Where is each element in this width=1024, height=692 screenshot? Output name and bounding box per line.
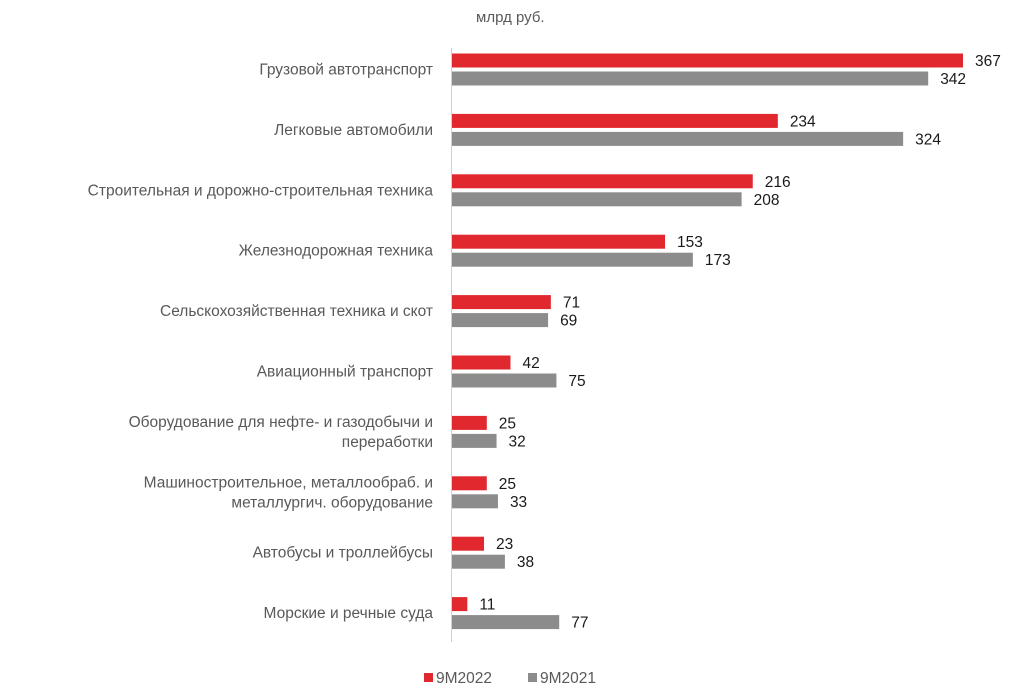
category-label: Машиностроительное, металлообраб. и метал… (144, 474, 433, 511)
value-label: 367 (975, 53, 1001, 70)
bar-9m2021 (452, 252, 693, 267)
bar-9m2022 (452, 536, 485, 551)
value-label: 324 (915, 131, 941, 148)
bar-9m2021 (452, 71, 929, 86)
category-label: Легковые автомобили (274, 122, 433, 139)
unit-label: млрд руб. (476, 9, 545, 26)
bar-9m2021 (452, 313, 549, 328)
category-label: Авиационный транспорт (257, 364, 433, 381)
value-label: 38 (517, 554, 534, 571)
value-label: 69 (560, 313, 577, 330)
value-label: 23 (496, 536, 513, 553)
legend-label: 9M2022 (436, 670, 492, 687)
category-label: Автобусы и троллейбусы (253, 545, 433, 562)
bar-9m2021 (452, 433, 497, 448)
bar-9m2021 (452, 554, 505, 569)
value-label: 11 (479, 597, 495, 614)
bar-9m2021 (452, 131, 904, 146)
bar-9m2022 (452, 355, 511, 370)
legend-swatch-9m2022 (424, 673, 433, 682)
category-label: Сельскохозяйственная техника и скот (160, 303, 433, 320)
value-label: 173 (705, 252, 731, 269)
category-label: Железнодорожная техника (239, 243, 434, 260)
bar-9m2021 (452, 373, 557, 388)
bars (452, 53, 963, 630)
bar-9m2021 (452, 615, 560, 630)
value-label: 32 (509, 433, 526, 450)
bar-9m2021 (452, 192, 742, 207)
bar-9m2022 (452, 415, 487, 430)
value-label: 234 (790, 113, 816, 130)
bar-9m2022 (452, 53, 963, 68)
category-label: Строительная и дорожно-строительная техн… (88, 182, 434, 199)
value-label: 25 (499, 415, 516, 432)
category-label: Грузовой автотранспорт (259, 62, 433, 79)
value-label: 71 (563, 295, 580, 312)
value-labels: 3673422343242162081531737169427525322533… (479, 53, 1001, 632)
bar-9m2022 (452, 174, 753, 189)
value-label: 75 (568, 373, 585, 390)
category-label: Оборудование для нефте- и газодобычи и пе… (129, 414, 433, 451)
value-label: 33 (510, 494, 527, 511)
bar-9m2022 (452, 113, 778, 128)
value-label: 42 (522, 355, 539, 372)
legend-swatch-9m2021 (528, 673, 537, 682)
bar-9m2022 (452, 295, 551, 310)
category-label: Морские и речные суда (264, 605, 434, 622)
bar-9m2022 (452, 476, 487, 491)
value-label: 208 (754, 192, 780, 209)
value-label: 342 (940, 71, 966, 88)
legend: 9M2022 9M2021 (424, 670, 596, 687)
value-label: 77 (571, 615, 588, 632)
bar-9m2022 (452, 234, 666, 249)
bar-9m2021 (452, 494, 498, 509)
bar-9m2022 (452, 597, 468, 612)
value-label: 25 (499, 476, 516, 493)
value-label: 216 (765, 174, 791, 191)
legend-label: 9M2021 (540, 670, 596, 687)
category-labels: Грузовой автотранспорт Легковые автомобил… (88, 62, 434, 623)
value-label: 153 (677, 234, 703, 251)
